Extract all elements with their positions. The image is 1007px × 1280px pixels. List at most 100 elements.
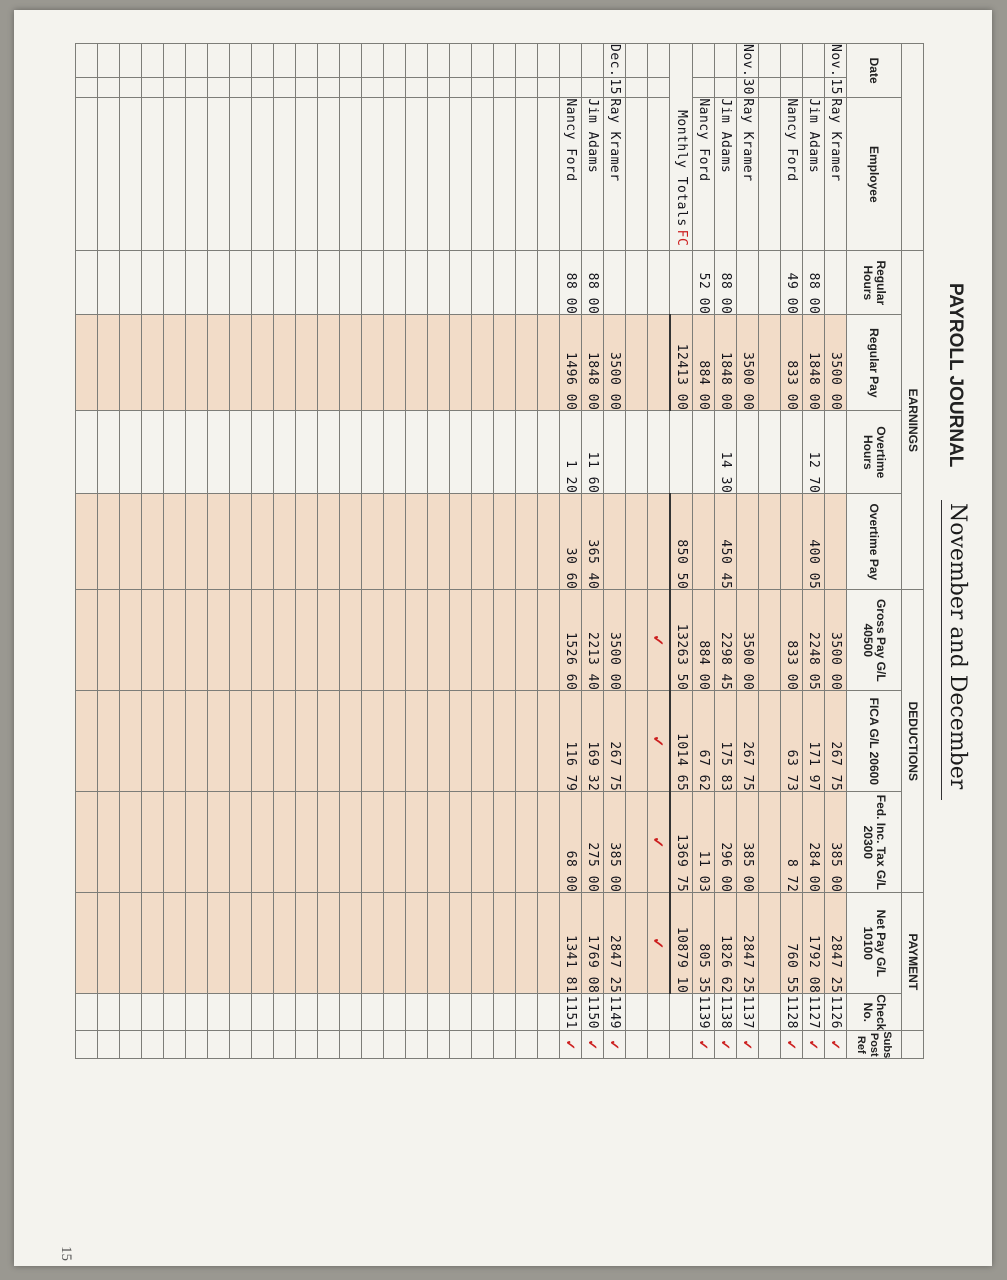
blank-cell [119, 97, 142, 251]
check-no-cell: 1150 [581, 993, 604, 1031]
blank-cell [119, 589, 142, 691]
blank-cell [339, 892, 362, 994]
fica-cell: 267 75 [603, 690, 626, 792]
blank-cell [185, 1030, 208, 1059]
blank-cell [339, 1030, 362, 1059]
net-pay-cell: 1792 08 [802, 892, 825, 994]
blank-cell [75, 589, 98, 691]
blank-cell [383, 1030, 406, 1059]
blank-cell [229, 892, 252, 994]
blank-cell [427, 791, 450, 893]
post-ref-mark: ✓ [559, 1030, 582, 1059]
blank-cell [427, 993, 450, 1031]
blank-cell [119, 314, 142, 411]
blank-cell [251, 77, 274, 98]
blank-cell [163, 993, 186, 1031]
blank-cell [427, 43, 450, 78]
check-no-cell: 1139 [692, 993, 715, 1031]
blank-cell [647, 77, 670, 98]
post-ref-mark: ✓ [603, 1030, 626, 1059]
blank-cell [207, 1030, 230, 1059]
blank-cell [647, 97, 670, 251]
blank-cell [361, 410, 384, 494]
regular-hours-cell: 52 00 [692, 250, 715, 315]
blank-cell [295, 250, 318, 315]
blank-cell [185, 77, 208, 98]
employee-cell: Ray Kramer [736, 97, 759, 251]
fica-header: FICA G/L 20600 [846, 690, 902, 792]
blank-cell [537, 589, 560, 691]
regular-pay-cell: 884 00 [692, 314, 715, 411]
blank-cell [251, 1030, 274, 1059]
blank-cell [273, 250, 296, 315]
blank-cell [163, 589, 186, 691]
fed-inc-tax-cell [758, 791, 781, 893]
blank-cell [647, 993, 670, 1031]
blank-cell [449, 97, 472, 251]
blank-cell [317, 791, 340, 893]
overtime-hours-cell: 12 70 [802, 410, 825, 494]
gross-pay-cell: 833 00 [780, 589, 803, 691]
regular-hours-header: Regular Hours [846, 250, 902, 315]
blank-cell [493, 314, 516, 411]
blank-cell [361, 892, 384, 994]
fed-inc-tax-cell: 68 00 [559, 791, 582, 893]
blank-cell [383, 314, 406, 411]
blank-cell [339, 690, 362, 792]
blank-cell [339, 77, 362, 98]
blank-cell [361, 690, 384, 792]
blank-cell [647, 250, 670, 315]
blank-cell [163, 250, 186, 315]
gross-pay-cell: 2248 05 [802, 589, 825, 691]
fica-cell: 116 79 [559, 690, 582, 792]
blank-cell [141, 589, 164, 691]
total-regular-hours [670, 250, 693, 315]
blank-cell [163, 1030, 186, 1059]
blank-cell [273, 43, 296, 78]
post-ref-mark: ✓ [692, 1030, 715, 1059]
blank-cell [97, 892, 120, 994]
blank-cell [141, 410, 164, 494]
blank-cell [449, 1030, 472, 1059]
blank-cell [449, 791, 472, 893]
blank-cell [185, 97, 208, 251]
blank-cell [295, 589, 318, 691]
earnings-group: EARNINGS [901, 250, 924, 590]
posting-marks-row: ✓ ✓ ✓ ✓ [647, 43, 670, 1059]
net-pay-cell: 2847 25 [824, 892, 847, 994]
blank-cell [537, 1030, 560, 1059]
regular-hours-cell: 88 00 [581, 250, 604, 315]
blank-cell [361, 493, 384, 590]
blank-cell [427, 690, 450, 792]
blank-cell [163, 410, 186, 494]
gross-pay-cell: 2213 40 [581, 589, 604, 691]
blank-cell [361, 314, 384, 411]
blank-cell [207, 314, 230, 411]
blank-cell [317, 77, 340, 98]
blank-cell [625, 314, 648, 411]
net-pay-cell: 2847 25 [736, 892, 759, 994]
blank-cell [361, 77, 384, 98]
blank-cell [229, 77, 252, 98]
payroll-table: EARNINGS DEDUCTIONS PAYMENT Date Employe… [75, 43, 924, 1059]
journal-row [758, 43, 781, 1059]
blank-cell [537, 690, 560, 792]
fed-inc-tax-header: Fed. Inc. Tax G/L 20300 [846, 791, 902, 893]
blank-row [273, 43, 296, 1059]
date-month [714, 43, 737, 78]
overtime-hours-cell: 11 60 [581, 410, 604, 494]
blank-cell [273, 589, 296, 691]
blank-cell [75, 1030, 98, 1059]
blank-cell [163, 892, 186, 994]
regular-pay-cell: 3500 00 [824, 314, 847, 411]
blank-cell [383, 250, 406, 315]
gross-pay-cell: 1526 60 [559, 589, 582, 691]
blank-cell [405, 43, 428, 78]
blank-cell [493, 589, 516, 691]
blank-cell [449, 690, 472, 792]
blank-cell [229, 1030, 252, 1059]
blank-cell [405, 77, 428, 98]
blank-cell [383, 410, 406, 494]
overtime-hours-cell [603, 410, 626, 494]
blank-cell [141, 250, 164, 315]
